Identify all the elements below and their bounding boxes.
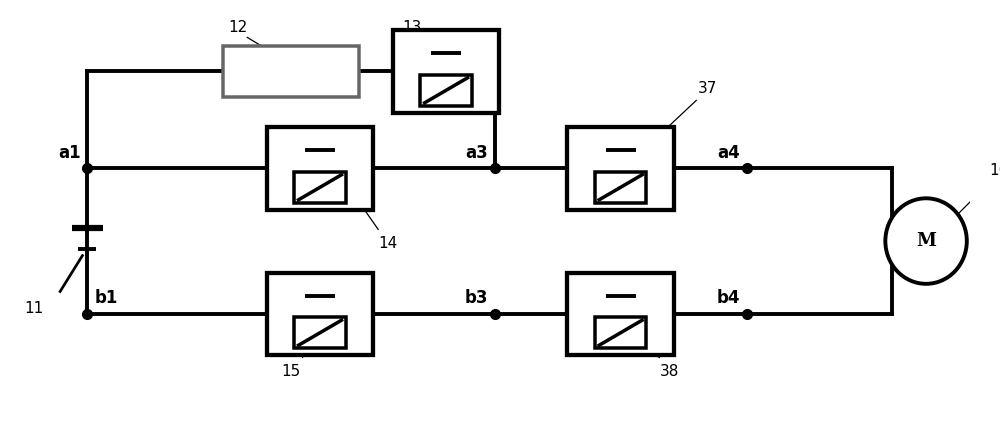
- Text: b3: b3: [464, 289, 488, 307]
- Text: 13: 13: [402, 19, 422, 35]
- Bar: [393, 30, 499, 113]
- Text: a3: a3: [465, 143, 488, 162]
- Text: 37: 37: [698, 81, 718, 96]
- Bar: [267, 273, 373, 355]
- Text: 16: 16: [989, 163, 1000, 178]
- Text: 38: 38: [659, 364, 679, 379]
- Bar: [567, 273, 674, 355]
- Bar: [294, 317, 346, 349]
- Text: a1: a1: [58, 143, 80, 162]
- Bar: [420, 75, 472, 106]
- Bar: [595, 317, 646, 349]
- Text: b4: b4: [716, 289, 740, 307]
- Ellipse shape: [885, 198, 967, 284]
- Text: 14: 14: [378, 236, 398, 251]
- Text: 12: 12: [228, 19, 247, 35]
- Text: a4: a4: [717, 143, 740, 162]
- Bar: [294, 172, 346, 203]
- Text: 11: 11: [24, 301, 44, 316]
- Text: b1: b1: [95, 289, 118, 307]
- Bar: [567, 127, 674, 210]
- Bar: [223, 46, 359, 97]
- Text: 15: 15: [281, 364, 301, 379]
- Text: M: M: [916, 232, 936, 250]
- Bar: [595, 172, 646, 203]
- Bar: [267, 127, 373, 210]
